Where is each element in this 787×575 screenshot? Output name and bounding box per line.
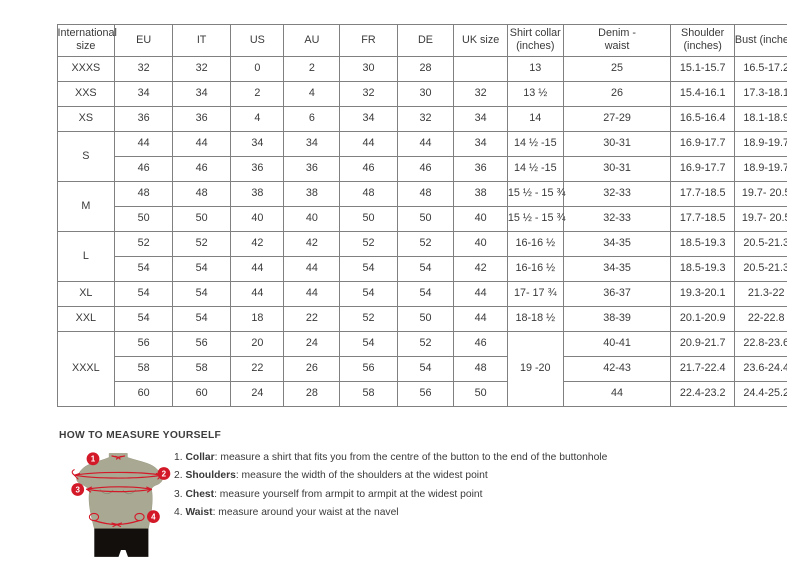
- svg-text:3: 3: [75, 485, 80, 494]
- svg-text:2: 2: [162, 469, 167, 478]
- svg-text:4: 4: [151, 512, 156, 521]
- svg-text:1: 1: [91, 455, 96, 464]
